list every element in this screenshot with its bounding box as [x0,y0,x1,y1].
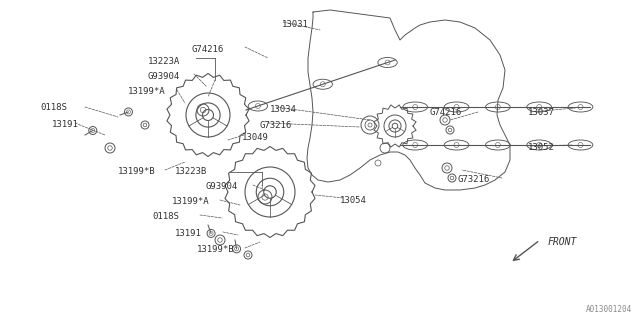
Text: 13199*A: 13199*A [172,197,210,206]
Text: 13034: 13034 [270,105,297,114]
Text: 13054: 13054 [340,196,367,205]
Text: 0118S: 0118S [40,103,67,112]
Text: 13223A: 13223A [148,57,180,66]
Text: 13191: 13191 [175,229,202,238]
Text: G93904: G93904 [205,182,237,191]
Text: 13199*A: 13199*A [128,87,166,96]
Text: G74216: G74216 [430,108,462,117]
Text: 13191: 13191 [52,120,79,129]
Text: 0118S: 0118S [152,212,179,221]
Text: G74216: G74216 [192,45,224,54]
Text: 13031: 13031 [282,20,309,29]
Text: 13199*B: 13199*B [197,245,235,254]
Text: G93904: G93904 [148,72,180,81]
Text: 13223B: 13223B [175,167,207,176]
Text: 13199*B: 13199*B [118,167,156,176]
Text: 13037: 13037 [528,108,555,117]
Text: FRONT: FRONT [548,237,577,247]
Text: 13052: 13052 [528,143,555,152]
Text: G73216: G73216 [260,121,292,130]
Text: A013001204: A013001204 [586,305,632,314]
Text: G73216: G73216 [457,175,489,184]
Text: 13049: 13049 [242,133,269,142]
